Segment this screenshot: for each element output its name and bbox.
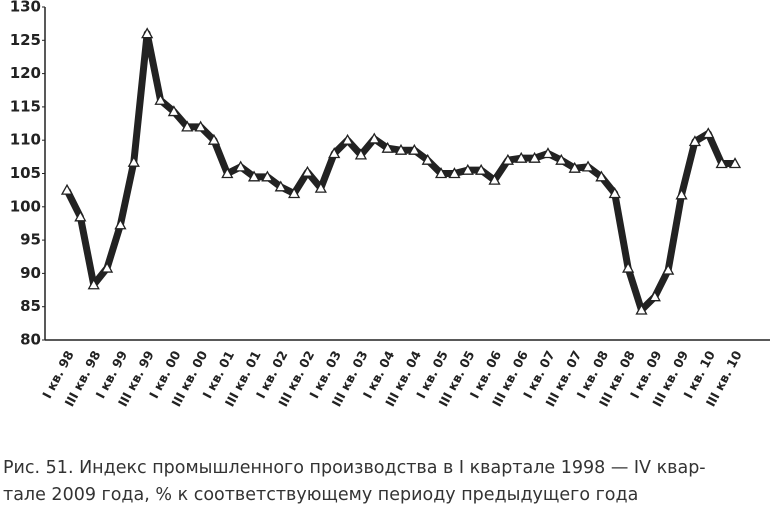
marker	[234, 160, 247, 172]
marker	[461, 163, 474, 175]
y-tick-label: 85	[20, 297, 41, 315]
marker	[328, 147, 341, 159]
marker	[635, 303, 648, 315]
y-tick-label: 130	[10, 0, 41, 16]
marker	[475, 163, 488, 175]
marker	[595, 170, 608, 182]
marker	[608, 187, 621, 199]
y-tick-label: 105	[10, 164, 41, 182]
marker	[662, 263, 675, 275]
marker	[448, 167, 461, 179]
y-tick-label: 120	[10, 64, 41, 82]
marker	[648, 290, 661, 302]
caption: тале 2009 года, % к соответствующему пер…	[3, 485, 638, 505]
marker	[100, 261, 114, 273]
marker	[127, 155, 140, 167]
marker	[314, 181, 327, 193]
marker	[515, 151, 528, 163]
marker	[194, 120, 207, 132]
marker	[488, 173, 501, 185]
marker	[288, 187, 301, 199]
marker	[154, 93, 167, 105]
marker	[622, 261, 635, 273]
marker	[207, 133, 221, 145]
marker	[60, 183, 74, 195]
y-tick-label: 95	[20, 231, 41, 249]
marker	[434, 167, 448, 179]
marker	[301, 165, 314, 177]
marker	[354, 148, 368, 160]
marker	[87, 278, 100, 290]
marker	[421, 153, 434, 165]
marker	[555, 153, 568, 165]
y-tick-label: 100	[10, 197, 41, 215]
marker	[167, 105, 180, 117]
marker	[114, 218, 127, 230]
y-tick-label: 125	[10, 31, 41, 49]
marker	[728, 157, 742, 169]
y-tick-label: 90	[20, 264, 41, 282]
marker	[394, 143, 408, 155]
marker	[368, 132, 381, 144]
marker	[381, 141, 394, 153]
marker	[247, 170, 261, 182]
marker	[181, 120, 194, 132]
marker	[568, 161, 581, 173]
marker	[715, 157, 728, 169]
data-line	[63, 30, 735, 314]
y-tick-label: 80	[20, 331, 41, 349]
marker	[675, 188, 688, 200]
marker	[74, 210, 87, 222]
marker	[528, 151, 541, 163]
marker	[274, 180, 287, 192]
marker	[581, 160, 595, 172]
marker	[408, 143, 421, 155]
y-tick-label: 110	[10, 131, 41, 149]
marker	[261, 170, 274, 182]
marker	[688, 135, 702, 147]
caption: Рис. 51. Индекс промышленного производст…	[3, 458, 706, 478]
marker	[501, 153, 514, 165]
marker	[221, 167, 234, 179]
marker	[702, 127, 715, 139]
marker	[541, 147, 555, 159]
y-tick-label: 115	[10, 97, 41, 115]
marker	[141, 27, 154, 39]
marker	[341, 133, 354, 145]
